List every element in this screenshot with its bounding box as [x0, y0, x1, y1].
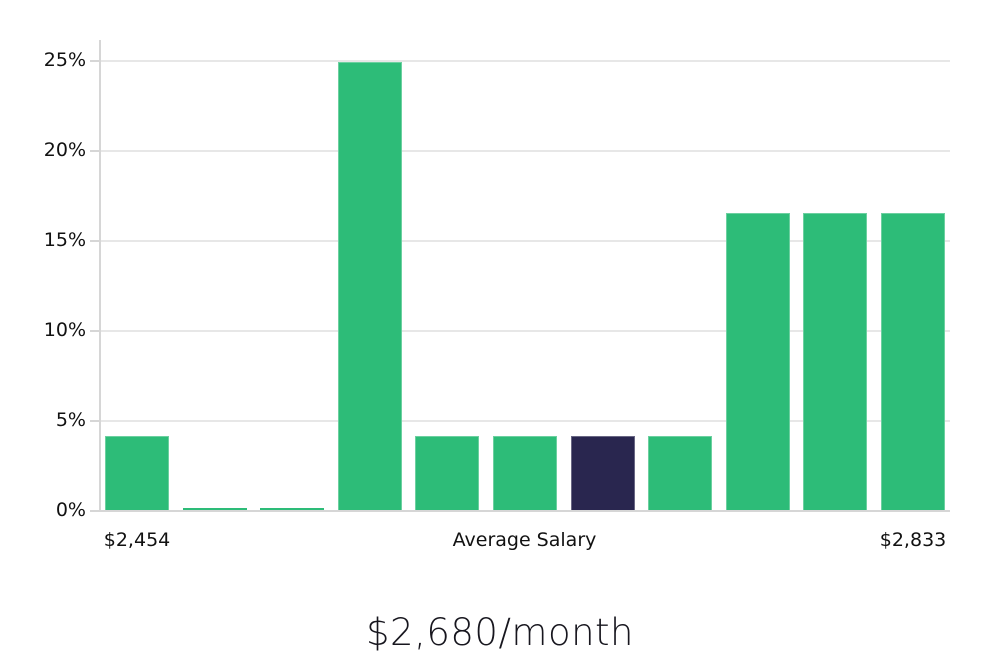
y-axis-tick [90, 330, 99, 332]
bar [803, 213, 868, 510]
bar-highlighted [570, 436, 635, 510]
x-axis-line [90, 510, 950, 512]
gridline [99, 420, 950, 422]
y-tick-label: 25% [43, 49, 86, 71]
bar [182, 508, 247, 510]
y-axis-tick [90, 240, 99, 242]
y-tick-label: 15% [43, 229, 86, 251]
gridline [99, 60, 950, 62]
x-axis-label: Average Salary [452, 529, 597, 551]
y-axis-line [99, 40, 101, 510]
average-salary-caption: $2,680/month [365, 611, 635, 654]
bar [725, 213, 790, 510]
y-tick-label: 10% [43, 319, 86, 341]
y-axis-tick [90, 60, 99, 62]
gridline [99, 150, 950, 152]
bar [881, 213, 945, 510]
y-tick-label: 5% [55, 409, 86, 431]
x-axis-label: $2,454 [103, 529, 171, 551]
x-axis-label: $2,833 [879, 529, 947, 551]
bar [260, 508, 325, 510]
gridline [99, 330, 950, 332]
bar [493, 436, 557, 510]
y-axis-tick [90, 150, 99, 152]
bar [105, 436, 169, 510]
y-tick-label: 20% [43, 139, 86, 161]
gridline [99, 240, 950, 242]
y-axis-tick [90, 420, 99, 422]
y-tick-label: 0% [55, 499, 86, 521]
bar [337, 62, 402, 510]
bar [415, 436, 480, 510]
bar [648, 436, 713, 510]
